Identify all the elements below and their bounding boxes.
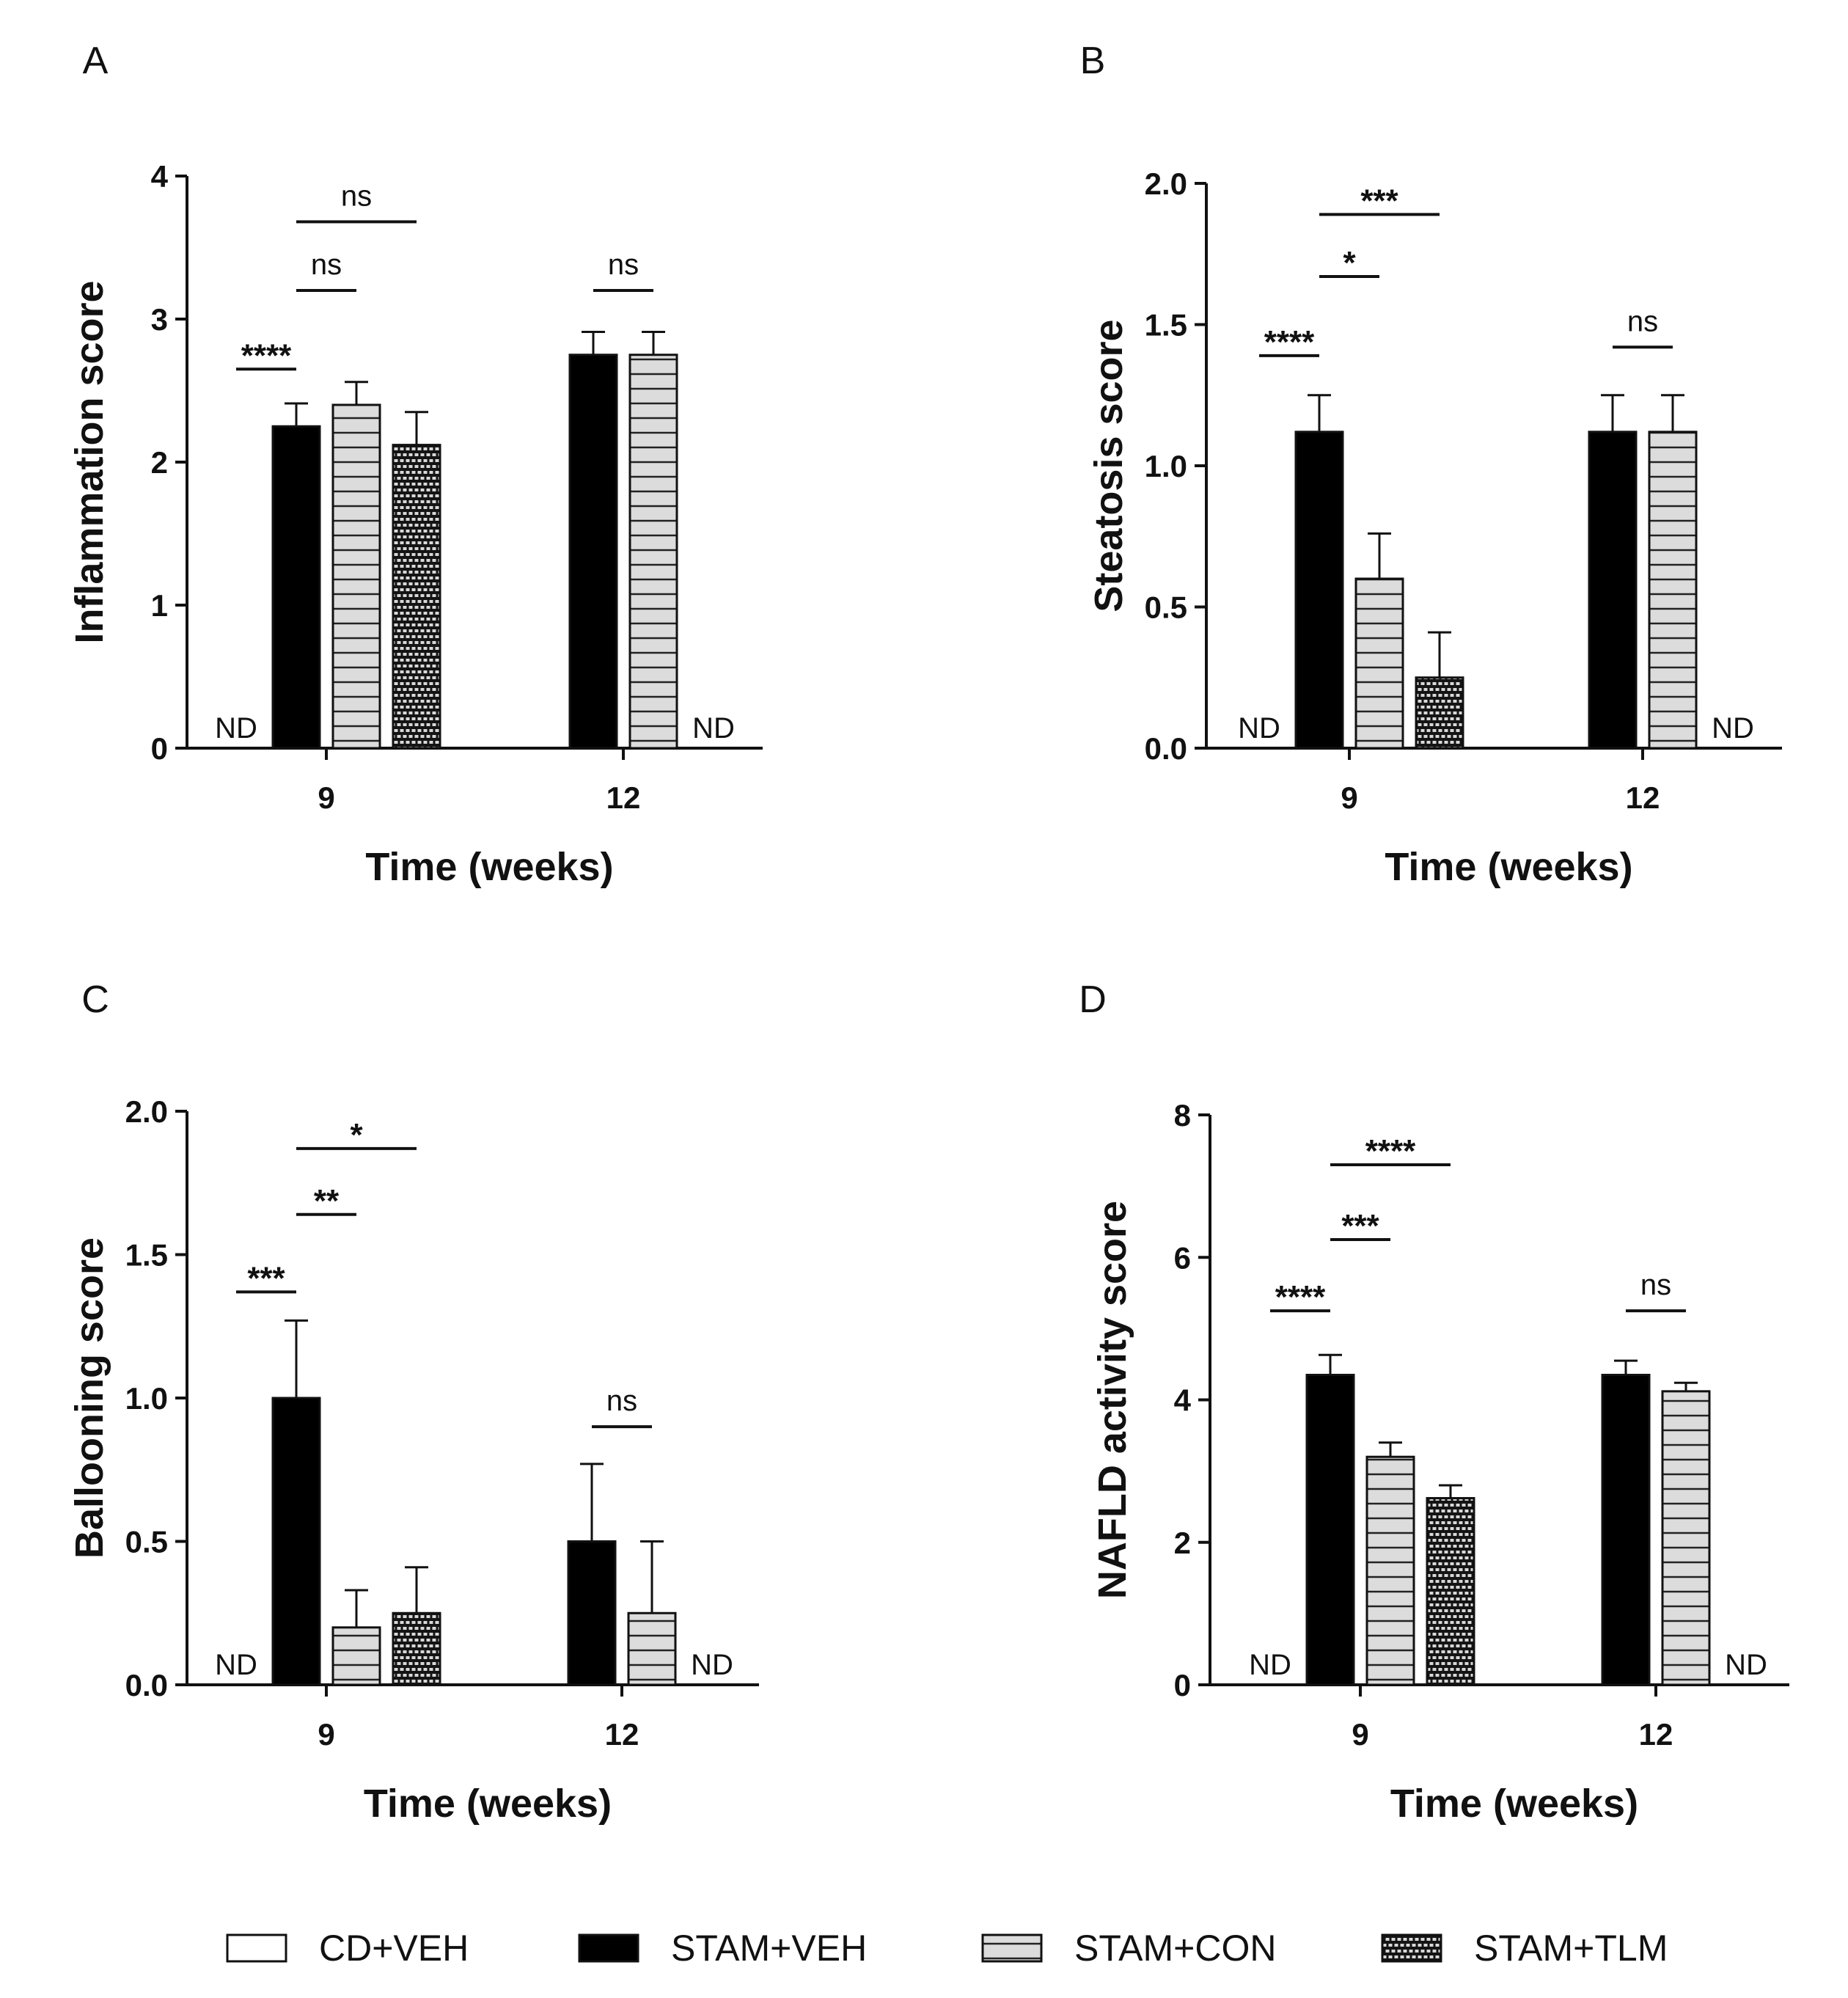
x-tick-label: 12	[1626, 780, 1660, 815]
y-tick-label: 8	[1174, 1098, 1191, 1132]
panel-letter: C	[81, 978, 109, 1021]
y-tick-label: 2.0	[125, 1094, 168, 1129]
significance-label: ns	[608, 249, 639, 281]
significance-label: ns	[311, 249, 342, 281]
panel-letter: A	[83, 40, 109, 82]
bar-stam-veh	[1601, 1374, 1651, 1686]
bar-stam-veh	[568, 354, 618, 750]
y-tick-label: 6	[1174, 1240, 1191, 1275]
bar-stam-con	[1365, 1455, 1415, 1686]
y-tick-label: 1.0	[1145, 449, 1187, 483]
bar-stam-con	[1661, 1390, 1711, 1686]
x-axis-title: Time (weeks)	[1390, 1782, 1638, 1826]
panel-letter: B	[1080, 40, 1106, 82]
bar-stam-con	[1354, 577, 1404, 750]
x-tick-label: 9	[1352, 1717, 1368, 1752]
nd-label: ND	[1725, 1649, 1767, 1681]
bar-stam-con	[331, 403, 381, 750]
significance-label: ns	[1627, 305, 1658, 337]
bar-stam-con	[628, 354, 678, 750]
y-axis-title: NAFLD activity score	[1090, 1201, 1134, 1599]
significance-label: **	[314, 1183, 340, 1219]
legend-label: STAM+CON	[1074, 1928, 1277, 1969]
bar-stam-con	[1648, 431, 1698, 750]
y-axis-title: Steatosis score	[1087, 319, 1131, 612]
y-axis-title: Inflammation score	[67, 280, 111, 643]
x-tick-label: 12	[605, 1717, 639, 1752]
x-tick-label: 9	[318, 780, 334, 815]
bar-stam-veh	[1588, 431, 1638, 750]
y-tick-label: 0	[1174, 1668, 1191, 1702]
bar-stam-tlm	[392, 1611, 441, 1686]
nd-label: ND	[1249, 1649, 1291, 1681]
bar-stam-con	[331, 1626, 381, 1686]
y-tick-label: 0.5	[1145, 590, 1187, 625]
significance-label: ns	[1640, 1269, 1671, 1301]
legend-swatch	[1381, 1933, 1442, 1963]
panel-b: B 0.0 0.5 1.0 1.5 2.0 9 12 Time (weeks) Steatosis…	[1080, 40, 1782, 889]
legend-label: STAM+TLM	[1474, 1928, 1668, 1969]
y-tick-label: 2	[151, 445, 168, 480]
legend-label: CD+VEH	[319, 1928, 469, 1969]
significance-label: ns	[341, 180, 372, 212]
bar-stam-veh	[1305, 1374, 1355, 1686]
significance-label: ***	[247, 1260, 285, 1296]
panel-letter: D	[1079, 978, 1107, 1021]
x-tick-label: 9	[318, 1717, 334, 1752]
legend-label: STAM+VEH	[671, 1928, 867, 1969]
legend-swatch	[981, 1933, 1043, 1963]
y-tick-label: 4	[151, 159, 169, 194]
y-tick-label: 3	[151, 302, 168, 337]
x-tick-label: 12	[606, 780, 641, 815]
bar-stam-veh	[271, 425, 321, 750]
x-axis-title: Time (weeks)	[1385, 845, 1632, 889]
significance-label: *	[350, 1117, 363, 1153]
x-axis-title: Time (weeks)	[364, 1782, 612, 1826]
y-tick-label: 1	[151, 588, 168, 623]
x-tick-label: 9	[1341, 780, 1357, 815]
significance-label: ****	[1275, 1279, 1326, 1315]
bar-stam-tlm	[392, 444, 441, 750]
legend-swatch	[578, 1933, 639, 1963]
significance-label: ***	[1360, 183, 1398, 219]
x-tick-label: 12	[1639, 1717, 1673, 1752]
bar-stam-con	[627, 1611, 677, 1686]
bar-stam-veh	[271, 1397, 321, 1686]
bar-stam-veh	[567, 1540, 617, 1686]
y-tick-label: 2.0	[1145, 166, 1187, 201]
legend: CD+VEH STAM+VEH STAM+CON STAM+TLM	[226, 1928, 1668, 1969]
significance-label: ****	[241, 337, 292, 373]
nd-label: ND	[1712, 712, 1754, 744]
y-tick-label: 1.0	[125, 1381, 168, 1416]
nd-label: ND	[691, 1649, 733, 1681]
significance-label: ****	[1264, 324, 1315, 360]
nd-label: ND	[692, 712, 735, 744]
bar-stam-tlm	[1415, 676, 1464, 750]
y-tick-label: 0.0	[1145, 731, 1187, 766]
y-tick-label: 1.5	[125, 1238, 168, 1273]
y-tick-label: 0	[151, 731, 168, 766]
nd-label: ND	[215, 1649, 257, 1681]
x-axis-title: Time (weeks)	[365, 845, 613, 889]
nd-label: ND	[1238, 712, 1280, 744]
significance-label: ****	[1365, 1133, 1416, 1169]
y-tick-label: 0.0	[125, 1668, 168, 1702]
y-tick-label: 2	[1174, 1526, 1191, 1560]
significance-label: ***	[1341, 1208, 1379, 1244]
y-tick-label: 4	[1174, 1383, 1192, 1418]
bar-stam-veh	[1294, 431, 1344, 750]
legend-swatch	[226, 1933, 287, 1963]
significance-label: *	[1343, 245, 1356, 281]
nd-label: ND	[215, 712, 257, 744]
y-axis-title: Ballooning score	[67, 1237, 111, 1559]
bar-stam-tlm	[1426, 1497, 1475, 1686]
panel-c: C 0.0 0.5 1.0 1.5 2.0 9 12 Time (weeks) Balloonin…	[67, 978, 759, 1826]
y-tick-label: 0.5	[125, 1525, 168, 1559]
significance-label: ns	[606, 1385, 637, 1417]
y-tick-label: 1.5	[1145, 308, 1187, 343]
